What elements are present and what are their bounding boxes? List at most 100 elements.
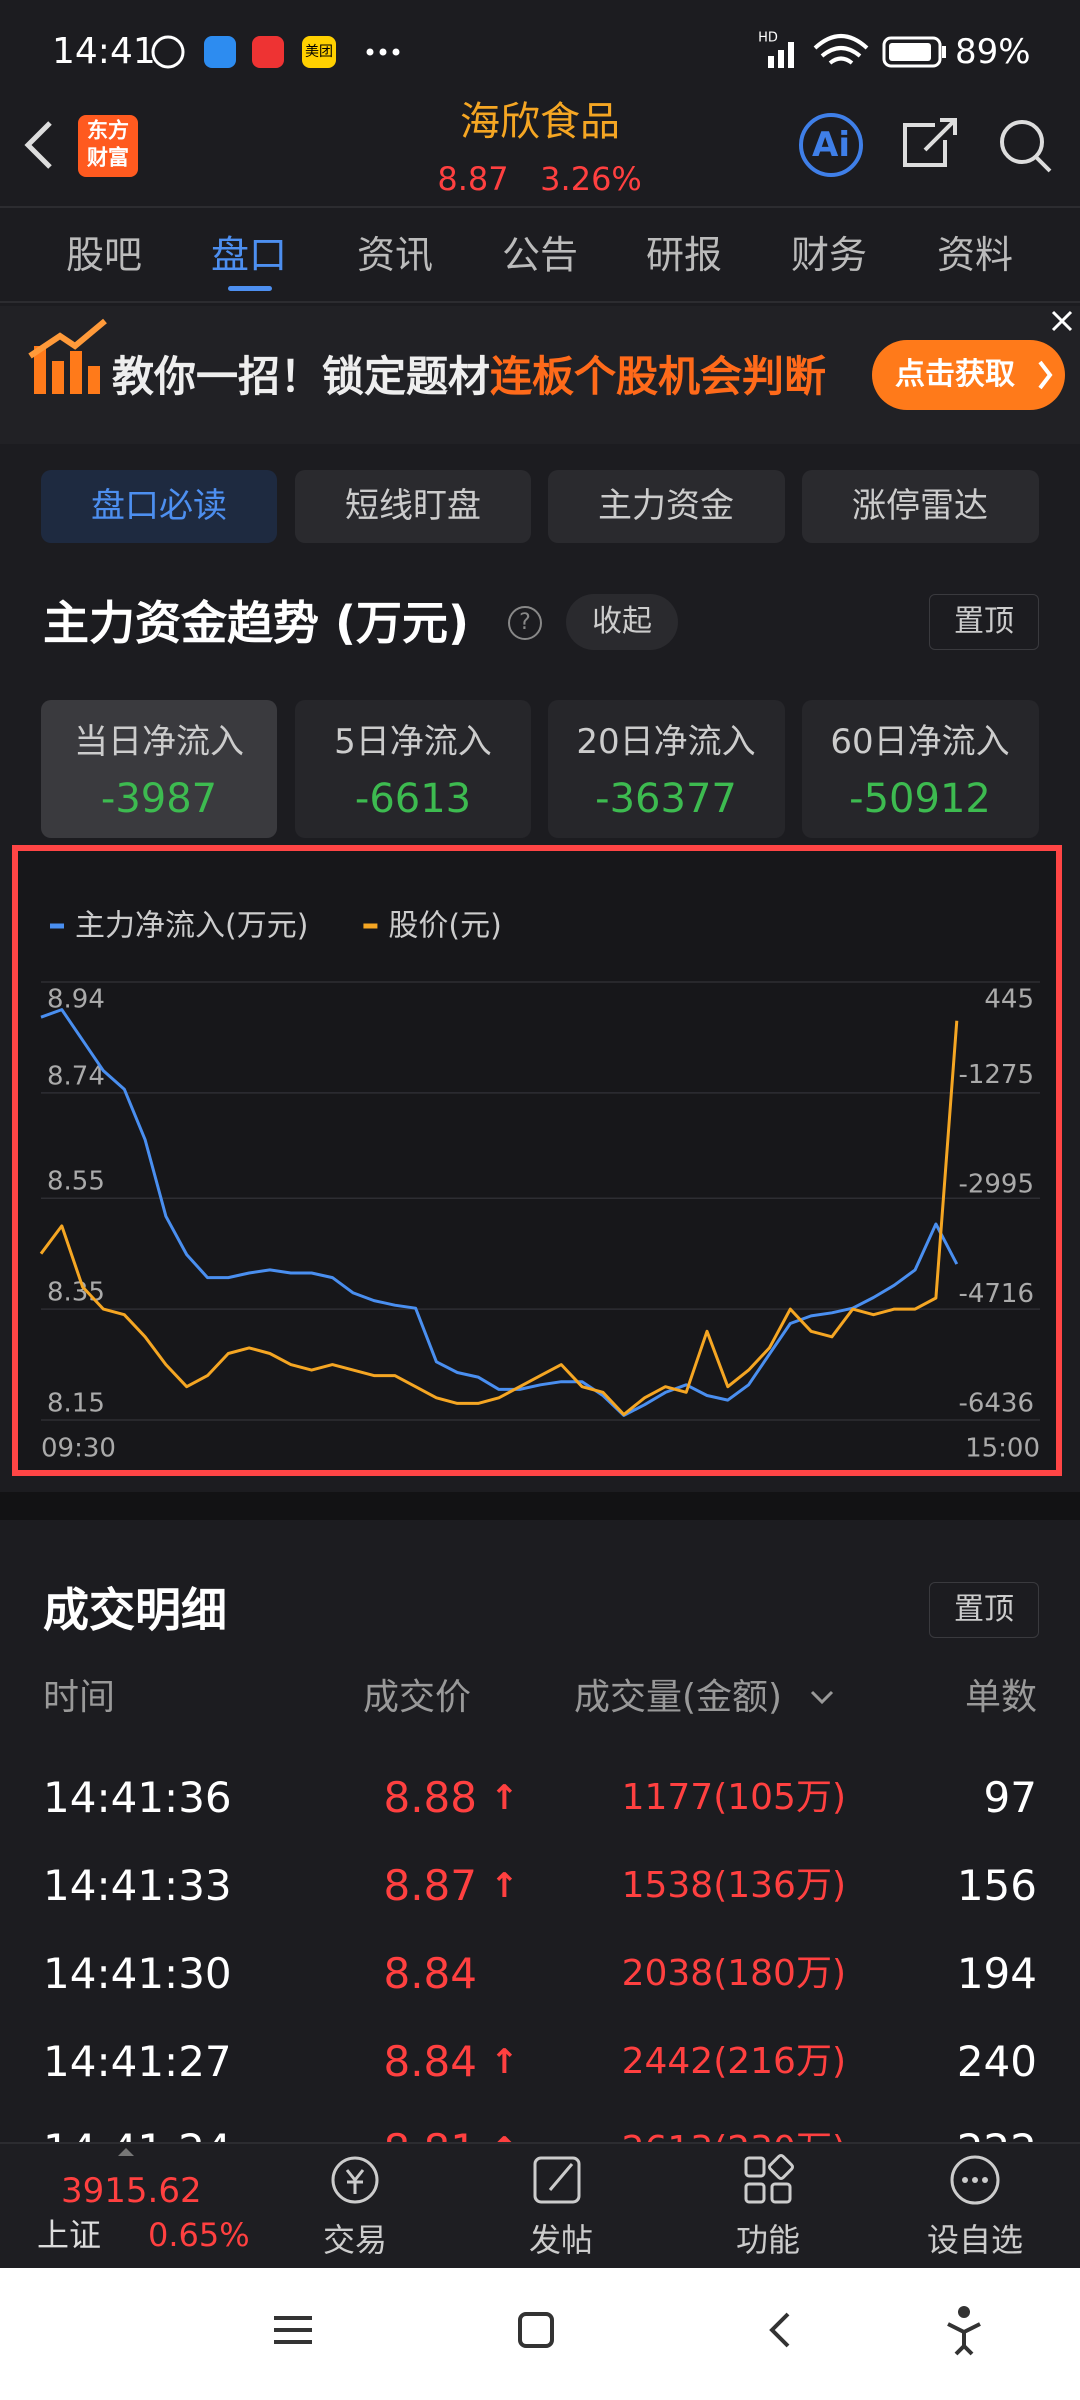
- tab-indicator: [228, 286, 272, 291]
- banner-text-main: 教你一招！锁定题材: [112, 352, 491, 401]
- chart: 8.15 8.35 8.55 8.74 8.94 -6436 -4716 -2995 -1275…: [12, 845, 1062, 1476]
- x-tick-label: 09:30: [41, 1434, 116, 1464]
- stock-price: 8.87: [437, 160, 509, 198]
- series-line: [39, 1020, 959, 1416]
- trade-price: 8.84: [383, 2037, 477, 2086]
- trade-time: 14:41:36: [43, 1773, 232, 1822]
- trade-count: 156: [956, 1861, 1037, 1910]
- trade-price: 8.88: [383, 1773, 477, 1822]
- tab[interactable]: 公告: [501, 233, 579, 277]
- trade-time: 14:41:30: [43, 1949, 232, 1998]
- system-nav: [0, 2268, 1080, 2400]
- divider: [0, 206, 1080, 208]
- stat-label: 60日净流入: [830, 722, 1010, 762]
- index-change: 0.65%: [148, 2216, 250, 2254]
- trade-count: 240: [956, 2037, 1037, 2086]
- battery-level: 89%: [955, 32, 1031, 72]
- banner-highlight: 连板个股机会判断: [490, 352, 827, 401]
- chart-frame: [12, 845, 1062, 1476]
- y-tick-label: 8.74: [47, 1061, 105, 1091]
- trade-time: 14:41:33: [43, 1861, 232, 1910]
- pin[interactable]: 置顶: [954, 1592, 1014, 1627]
- section-gap: [0, 1492, 1080, 1520]
- column-header[interactable]: 成交量(金额): [574, 1677, 783, 1718]
- stat-card[interactable]: [41, 700, 277, 838]
- trade-time: 14:41:27: [43, 2037, 232, 2086]
- trade-volume: 1177(105万): [621, 1777, 846, 1818]
- sub-tab-bg[interactable]: [548, 470, 785, 543]
- stat-label: 5日净流入: [334, 722, 492, 762]
- sub-tab-bg[interactable]: [295, 470, 531, 543]
- tab-active[interactable]: 盘口: [210, 233, 288, 277]
- sub-tab[interactable]: 主力资金: [598, 486, 734, 526]
- header-icons: [24, 113, 1052, 177]
- tab[interactable]: 研报: [645, 233, 723, 277]
- index-value: 3915.62: [61, 2171, 202, 2211]
- banner-text: 教你一招！锁定题材连板个股机会判断: [112, 356, 826, 398]
- pin[interactable]: 置顶: [954, 604, 1014, 639]
- nav-item[interactable]: 交易: [322, 2221, 388, 2259]
- stat-value: -36377: [595, 776, 737, 822]
- hd-label: HD: [758, 30, 778, 46]
- stat-card[interactable]: [548, 700, 785, 838]
- nav-item[interactable]: 设自选: [926, 2221, 1024, 2259]
- y2-tick-label: -2995: [958, 1169, 1034, 1199]
- stat-value: -50912: [849, 776, 991, 822]
- sort-chevron[interactable]: [808, 1688, 836, 1708]
- stock-title: 海欣食品: [460, 99, 620, 145]
- stat-label: 当日净流入: [74, 722, 244, 762]
- nav-item[interactable]: 发帖: [528, 2221, 594, 2259]
- series-line: [40, 1008, 959, 1417]
- y-tick-label: 8.15: [47, 1389, 105, 1419]
- section-title: 成交明细: [43, 1583, 227, 1637]
- trade-volume: 2442(216万): [621, 2041, 846, 2082]
- banner-icons: [28, 310, 1073, 410]
- y-tick-label: 8.35: [47, 1278, 105, 1308]
- banner-button[interactable]: 点击获取: [895, 357, 1015, 392]
- tab[interactable]: 股吧: [65, 233, 143, 277]
- trade-volume: 2038(180万): [621, 1953, 846, 1994]
- trade-arrow: ↑: [490, 1866, 519, 1906]
- trade-arrow: ↑: [490, 2042, 519, 2082]
- sub-tab[interactable]: 涨停雷达: [852, 486, 988, 526]
- divider: [0, 301, 1080, 303]
- column-header: 时间: [43, 1677, 116, 1718]
- status-icons: [151, 34, 946, 69]
- legend-label: 股价(元): [388, 909, 501, 944]
- sub-tab-bg[interactable]: [41, 470, 277, 543]
- section-title: 主力资金趋势 (万元): [43, 596, 470, 650]
- toggle-bg[interactable]: [566, 594, 678, 650]
- stat-label: 20日净流入: [576, 722, 756, 762]
- sub-tab-bg[interactable]: [802, 470, 1039, 543]
- y2-tick-label: -1275: [958, 1060, 1034, 1090]
- help-icon[interactable]: [508, 606, 542, 640]
- stat-value: -6613: [354, 776, 472, 822]
- index-name: 上证: [37, 2216, 102, 2254]
- trade-price: 8.84: [383, 1949, 477, 1998]
- status-time: 14:41: [52, 31, 156, 72]
- stat-card[interactable]: [295, 700, 531, 838]
- ai-button[interactable]: Ai: [812, 125, 850, 165]
- logo-line: 财富: [87, 145, 129, 170]
- pin-box[interactable]: [929, 1582, 1039, 1638]
- pin-box[interactable]: [929, 594, 1039, 650]
- sub-tab[interactable]: 盘口必读: [91, 486, 227, 526]
- sub-tab[interactable]: 短线盯盘: [345, 486, 481, 526]
- tab[interactable]: 资讯: [356, 233, 434, 277]
- stat-card[interactable]: [802, 700, 1039, 838]
- trade-count: 97: [983, 1773, 1037, 1822]
- bottom-icons: [118, 2148, 1000, 2205]
- trade-price: 8.87: [383, 1861, 477, 1910]
- tab[interactable]: 财务: [790, 233, 868, 277]
- tab[interactable]: 资料: [936, 233, 1014, 277]
- app-icon-label: 美团: [305, 44, 333, 60]
- bottom-bar: [0, 2142, 1080, 2270]
- toggle[interactable]: 收起: [592, 604, 652, 639]
- column-header: 成交价: [363, 1677, 472, 1718]
- nav-item[interactable]: 功能: [735, 2221, 801, 2259]
- y2-tick-label: 445: [984, 985, 1034, 1015]
- logo-line: 东方: [87, 118, 129, 143]
- y2-tick-label: -4716: [958, 1279, 1034, 1309]
- help-mark: ?: [519, 610, 531, 635]
